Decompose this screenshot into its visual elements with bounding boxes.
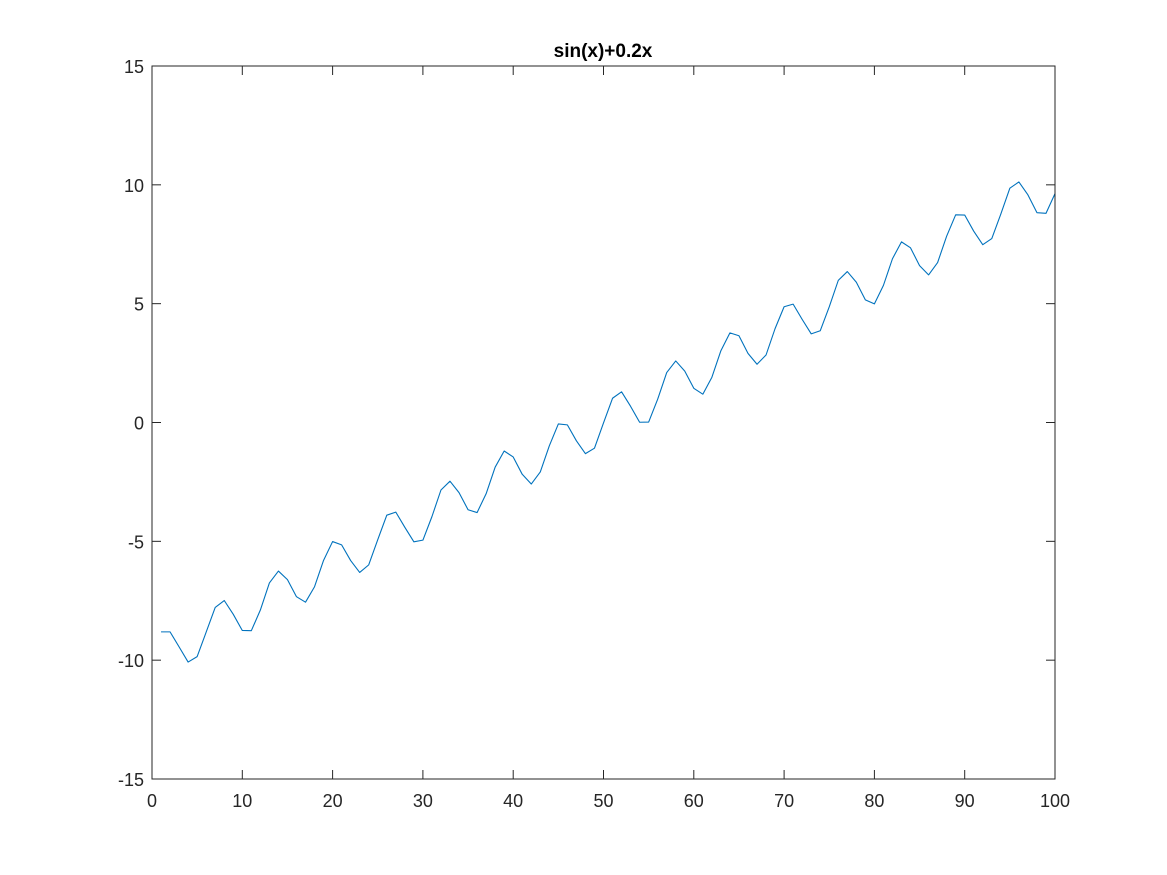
x-tick-label: 10	[232, 791, 252, 811]
chart-title: sin(x)+0.2x	[554, 41, 653, 62]
y-tick-label: -5	[128, 532, 144, 552]
x-tick-label: 90	[955, 791, 975, 811]
y-tick-label: 15	[124, 57, 144, 77]
series-layer	[161, 181, 1056, 663]
y-tick-label: 5	[134, 295, 144, 315]
x-tick-label: 60	[684, 791, 704, 811]
y-tick-label: -10	[118, 651, 144, 671]
y-tick-label: -15	[118, 770, 144, 790]
axes-box	[151, 65, 1056, 780]
y-tick-label: 10	[124, 176, 144, 196]
x-tick-label: 70	[774, 791, 794, 811]
x-tick-label: 30	[413, 791, 433, 811]
axis-tick-labels: 0 10 20 30 40 50 60 70 80 90 100 -15 -10 -5 0 5 10 15	[118, 57, 1070, 811]
x-tick-label: 50	[593, 791, 613, 811]
x-tick-label: 0	[147, 791, 157, 811]
x-tick-label: 100	[1040, 791, 1070, 811]
x-tick-label: 80	[864, 791, 884, 811]
x-tick-label: 20	[323, 791, 343, 811]
series-line	[161, 181, 1056, 663]
x-tick-label: 40	[503, 791, 523, 811]
y-tick-label: 0	[134, 414, 144, 434]
